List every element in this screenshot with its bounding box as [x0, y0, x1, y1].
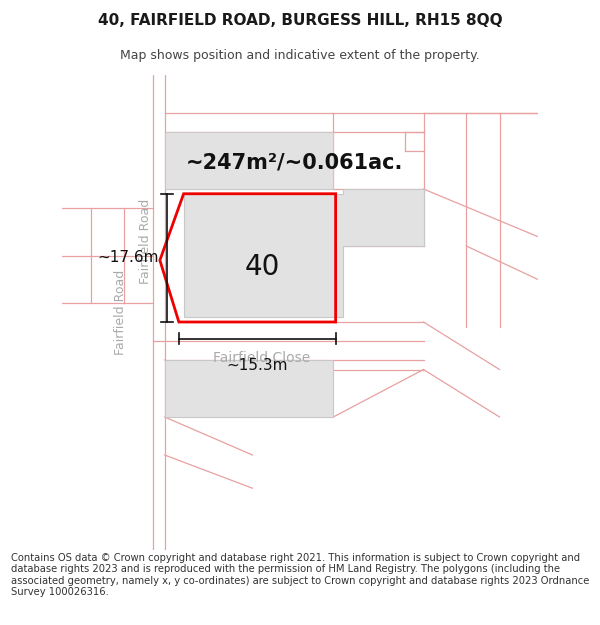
Polygon shape	[164, 132, 333, 189]
Text: 40: 40	[244, 253, 280, 281]
Text: Fairfield Close: Fairfield Close	[214, 351, 311, 364]
Polygon shape	[184, 189, 424, 318]
Text: ~247m²/~0.061ac.: ~247m²/~0.061ac.	[186, 153, 403, 173]
Polygon shape	[164, 360, 333, 417]
Text: Contains OS data © Crown copyright and database right 2021. This information is : Contains OS data © Crown copyright and d…	[11, 552, 589, 598]
Text: Fairfield Road: Fairfield Road	[139, 199, 152, 284]
Text: Fairfield Road: Fairfield Road	[114, 270, 127, 355]
Text: Map shows position and indicative extent of the property.: Map shows position and indicative extent…	[120, 49, 480, 62]
Text: 40, FAIRFIELD ROAD, BURGESS HILL, RH15 8QQ: 40, FAIRFIELD ROAD, BURGESS HILL, RH15 8…	[98, 13, 502, 28]
Text: ~17.6m: ~17.6m	[97, 251, 158, 266]
Text: ~15.3m: ~15.3m	[227, 357, 288, 372]
